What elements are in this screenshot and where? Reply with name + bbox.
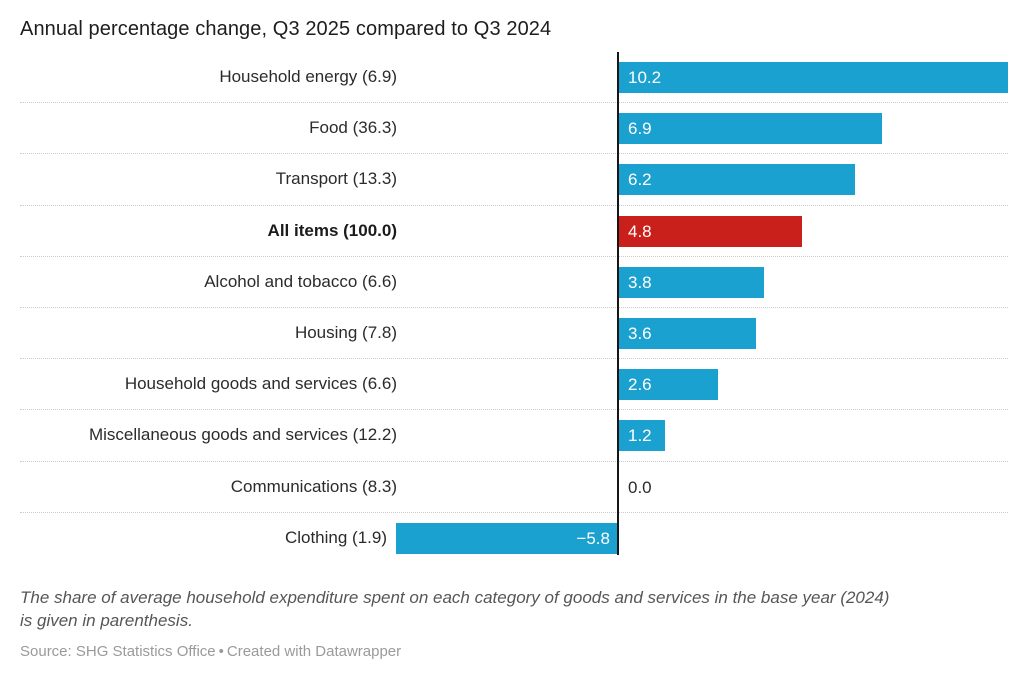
bar: 6.2	[619, 164, 856, 196]
bar-value-label: 3.8	[628, 272, 652, 292]
bar: 6.9	[619, 113, 882, 145]
category-label: Clothing (1.9)	[284, 528, 388, 548]
bar: 10.2	[619, 62, 1008, 93]
chart-row: Communications (8.3) 0.0	[20, 462, 1008, 513]
category-label: Communications (8.3)	[230, 476, 397, 496]
bar-value-label: 0.0	[628, 477, 652, 497]
category-label: All items (100.0)	[267, 220, 397, 240]
chart-title: Annual percentage change, Q3 2025 compar…	[20, 18, 552, 40]
source-line: Source: SHG Statistics Office • Created wi…	[20, 643, 401, 660]
zero-axis-line	[617, 52, 619, 555]
bar-negative: −5.8	[396, 522, 617, 554]
bar-value-label: 4.8	[628, 221, 652, 241]
bar: 3.6	[619, 317, 757, 349]
bar-value-label: 2.6	[628, 375, 652, 395]
chart-row: Household energy (6.9) 10.2	[20, 52, 1008, 104]
footnote-line-1: The share of average household expenditu…	[20, 588, 890, 607]
bar: 3.8	[619, 266, 764, 298]
category-label: Household goods and services (6.6)	[124, 374, 397, 394]
source-separator: •	[218, 643, 224, 660]
bar-chart: Household energy (6.9) 10.2 Food (36.3) …	[20, 52, 1008, 564]
chart-row: Alcohol and tobacco (6.6) 3.8	[20, 257, 1008, 308]
chart-row: Housing (7.8) 3.6	[20, 308, 1008, 360]
bar-value-label: 6.9	[628, 119, 652, 139]
chart-row: Miscellaneous goods and services (12.2) …	[20, 410, 1008, 462]
chart-footnote: The share of average household expenditu…	[20, 586, 1015, 632]
source-text: Source: SHG Statistics Office	[20, 643, 216, 660]
bar: 2.6	[619, 369, 719, 401]
datawrapper-attribution-link[interactable]: Created with Datawrapper	[226, 643, 402, 660]
category-label: Food (36.3)	[309, 118, 397, 138]
category-label: Alcohol and tobacco (6.6)	[204, 271, 397, 291]
bar: 1.2	[619, 420, 665, 452]
category-label: Miscellaneous goods and services (12.2)	[88, 425, 397, 445]
category-label: Household energy (6.9)	[219, 67, 397, 87]
bar-value-label: 6.2	[628, 170, 652, 190]
bar-value-label: −5.8	[576, 528, 610, 548]
bar-value-label: 10.2	[628, 68, 662, 87]
chart-row: All items (100.0) 4.8	[20, 206, 1008, 257]
footnote-line-2: is given in parenthesis.	[20, 611, 193, 630]
bar-highlighted: 4.8	[619, 215, 802, 247]
chart-row: Clothing (1.9) −5.8	[20, 513, 1008, 564]
category-label: Transport (13.3)	[275, 169, 397, 189]
chart-row: Food (36.3) 6.9	[20, 103, 1008, 155]
chart-row: Transport (13.3) 6.2	[20, 154, 1008, 206]
bar-value-label: 3.6	[628, 323, 652, 343]
bar-value-label: 1.2	[628, 426, 652, 446]
chart-row: Household goods and services (6.6) 2.6	[20, 359, 1008, 411]
category-label: Housing (7.8)	[294, 323, 397, 343]
